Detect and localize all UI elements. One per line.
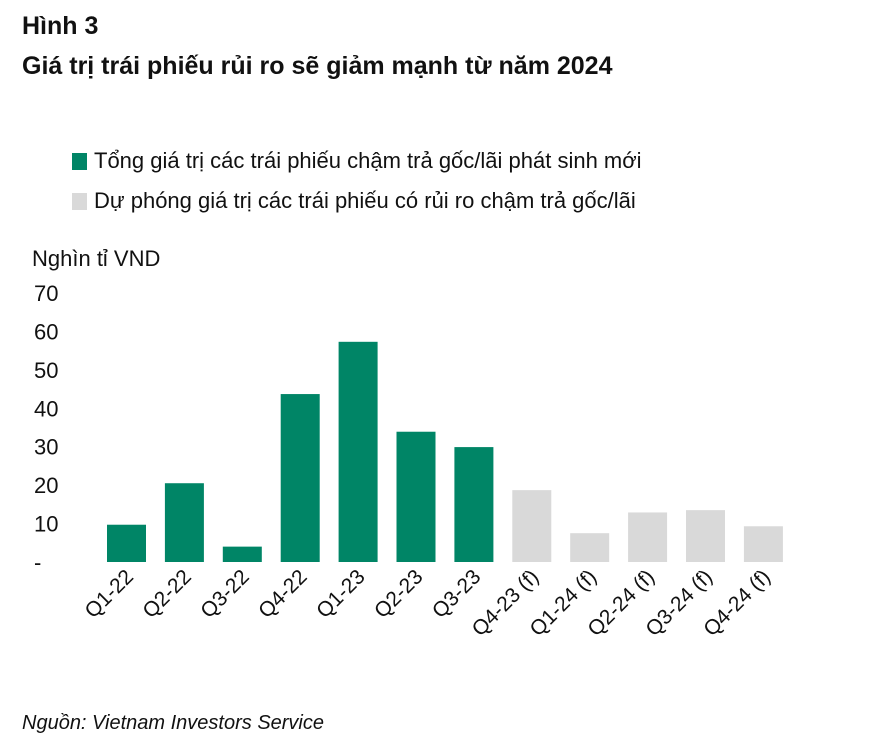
bar-actual [222, 546, 262, 562]
x-tick-label: Q1-22 [80, 565, 138, 623]
figure-number: Hình 3 [22, 12, 99, 40]
y-tick-label: 60 [34, 319, 58, 344]
y-tick-label: 20 [34, 473, 58, 498]
x-tick-label: Q1-23 [312, 565, 370, 623]
y-tick-label: 50 [34, 358, 58, 383]
legend-swatch-actual [72, 152, 87, 170]
bar-actual [107, 524, 146, 562]
x-tick-label: Q4-22 [254, 565, 312, 623]
bar-actual [454, 447, 494, 562]
y-tick-label: 40 [34, 396, 58, 421]
y-tick-label: 70 [34, 281, 58, 306]
source-note: Nguồn: Vietnam Investors Service [22, 712, 325, 734]
x-tick-label: Q2-22 [138, 565, 196, 623]
chart-title: Giá trị trái phiếu rủi ro sẽ giảm mạnh t… [22, 52, 613, 80]
x-tick-label: Q2-23 [370, 565, 428, 623]
legend-swatch-forecast [72, 192, 87, 210]
y-tick-label: 30 [34, 435, 58, 460]
bar-forecast [743, 526, 783, 562]
y-axis-label: Nghìn tỉ VND [32, 246, 160, 271]
x-tick-label: Q3-22 [196, 565, 254, 623]
bar-forecast [628, 512, 668, 562]
bar-actual [338, 341, 378, 562]
bar-forecast [512, 490, 552, 562]
y-tick-label: - [34, 550, 41, 575]
legend-item-forecast: Dự phóng giá trị các trái phiếu có rủi r… [72, 188, 636, 214]
bar-forecast [570, 533, 610, 562]
legend-item-actual: Tổng giá trị các trái phiếu chậm trả gốc… [72, 148, 642, 174]
bar-actual [396, 431, 436, 562]
bar-actual [280, 394, 320, 562]
y-tick-label: 10 [34, 512, 58, 537]
bar-actual [164, 483, 204, 562]
legend-label-forecast: Dự phóng giá trị các trái phiếu có rủi r… [94, 188, 636, 213]
bar-forecast [686, 510, 725, 562]
legend-label-actual: Tổng giá trị các trái phiếu chậm trả gốc… [94, 148, 642, 173]
